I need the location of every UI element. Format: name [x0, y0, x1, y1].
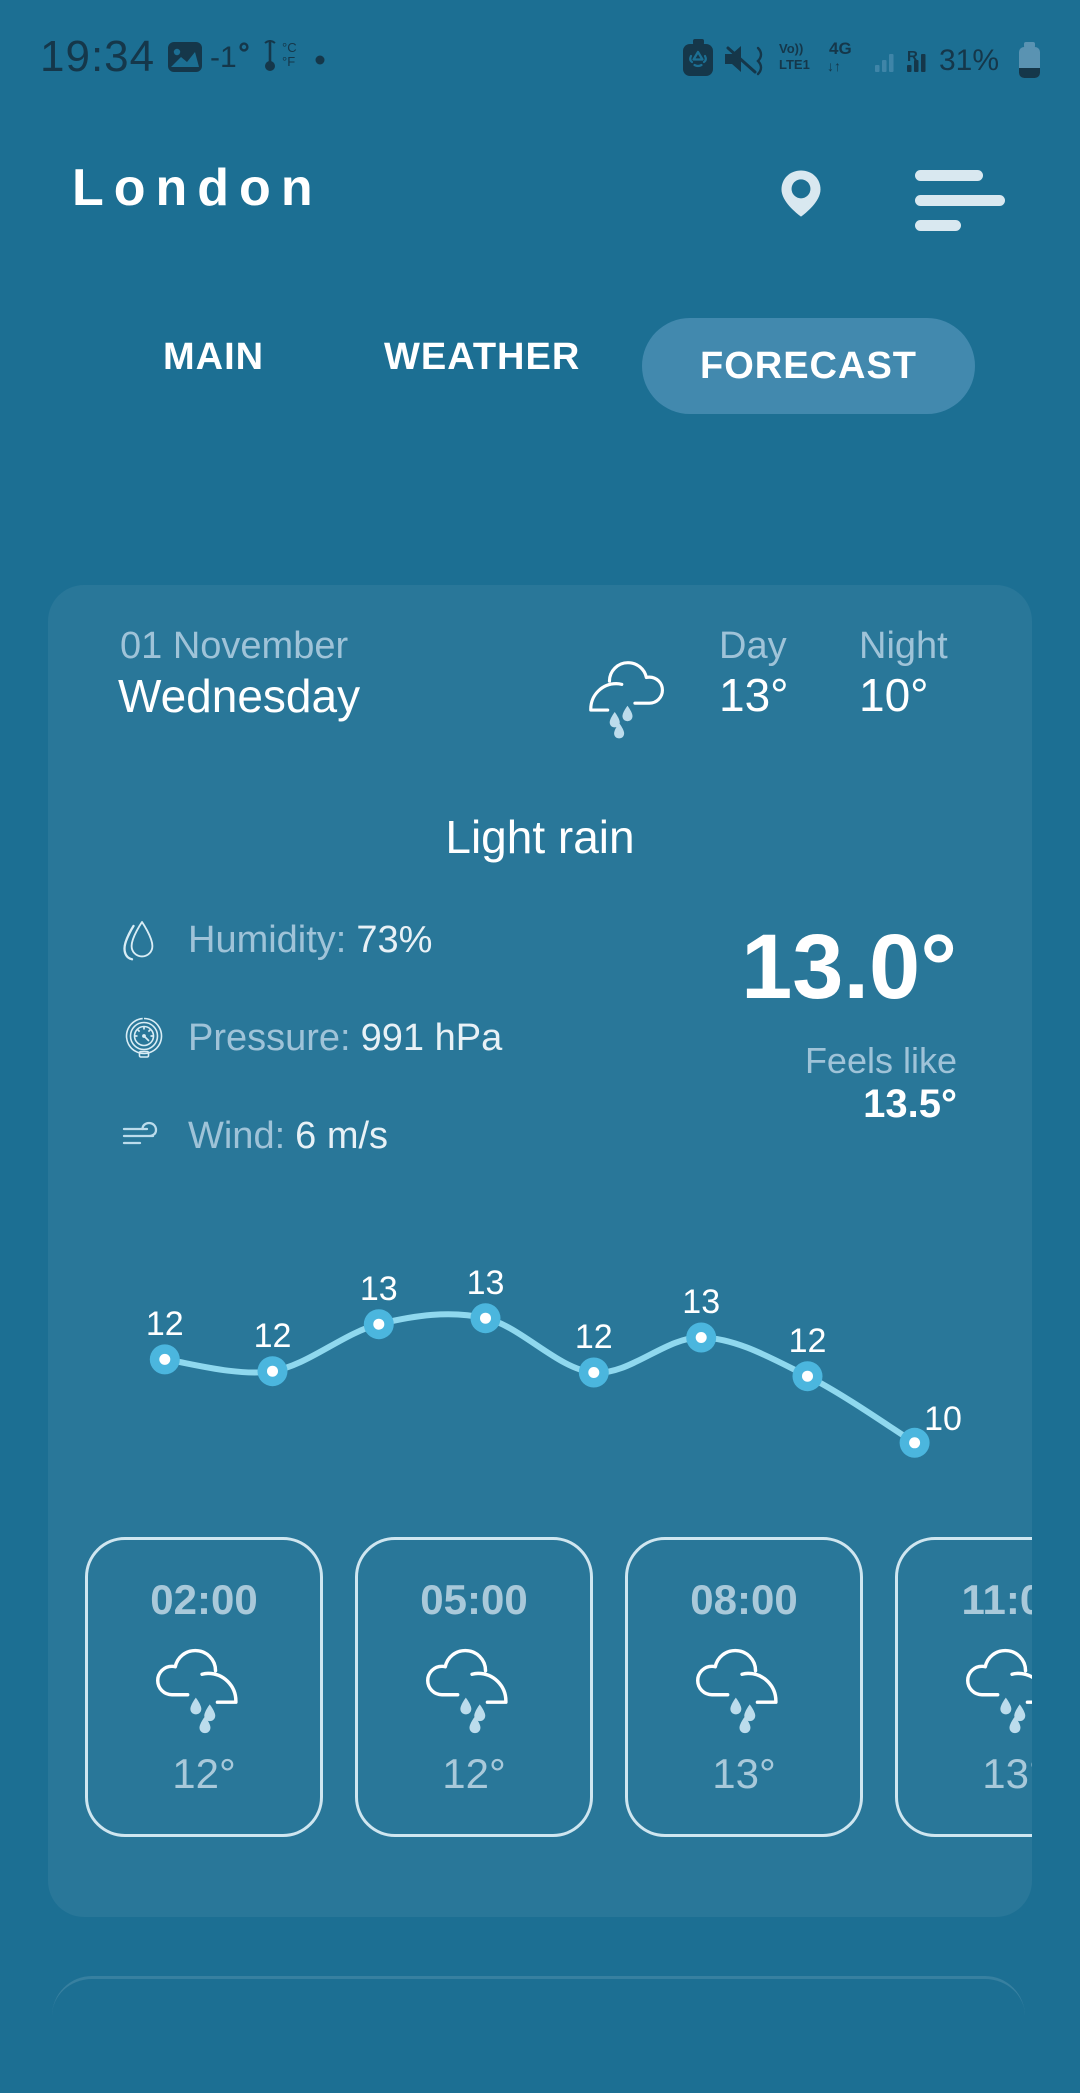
svg-text:-1: -1 — [210, 41, 237, 74]
svg-text:13: 13 — [360, 1270, 398, 1308]
svg-text:12: 12 — [575, 1318, 613, 1356]
svg-text:13: 13 — [467, 1264, 505, 1302]
svg-text:12: 12 — [254, 1317, 292, 1355]
svg-text:12: 12 — [146, 1305, 184, 1343]
svg-text:°C: °C — [282, 40, 297, 55]
svg-text:31%: 31% — [939, 44, 999, 77]
svg-text:10: 10 — [924, 1400, 962, 1438]
svg-text:13: 13 — [682, 1283, 720, 1321]
svg-text:4G: 4G — [829, 39, 852, 58]
svg-text:↓↑: ↓↑ — [827, 58, 841, 74]
svg-text:Vo)): Vo)) — [779, 41, 803, 56]
svg-text:°F: °F — [282, 54, 295, 69]
svg-text:12: 12 — [789, 1322, 827, 1360]
svg-text:LTE1: LTE1 — [779, 57, 810, 72]
